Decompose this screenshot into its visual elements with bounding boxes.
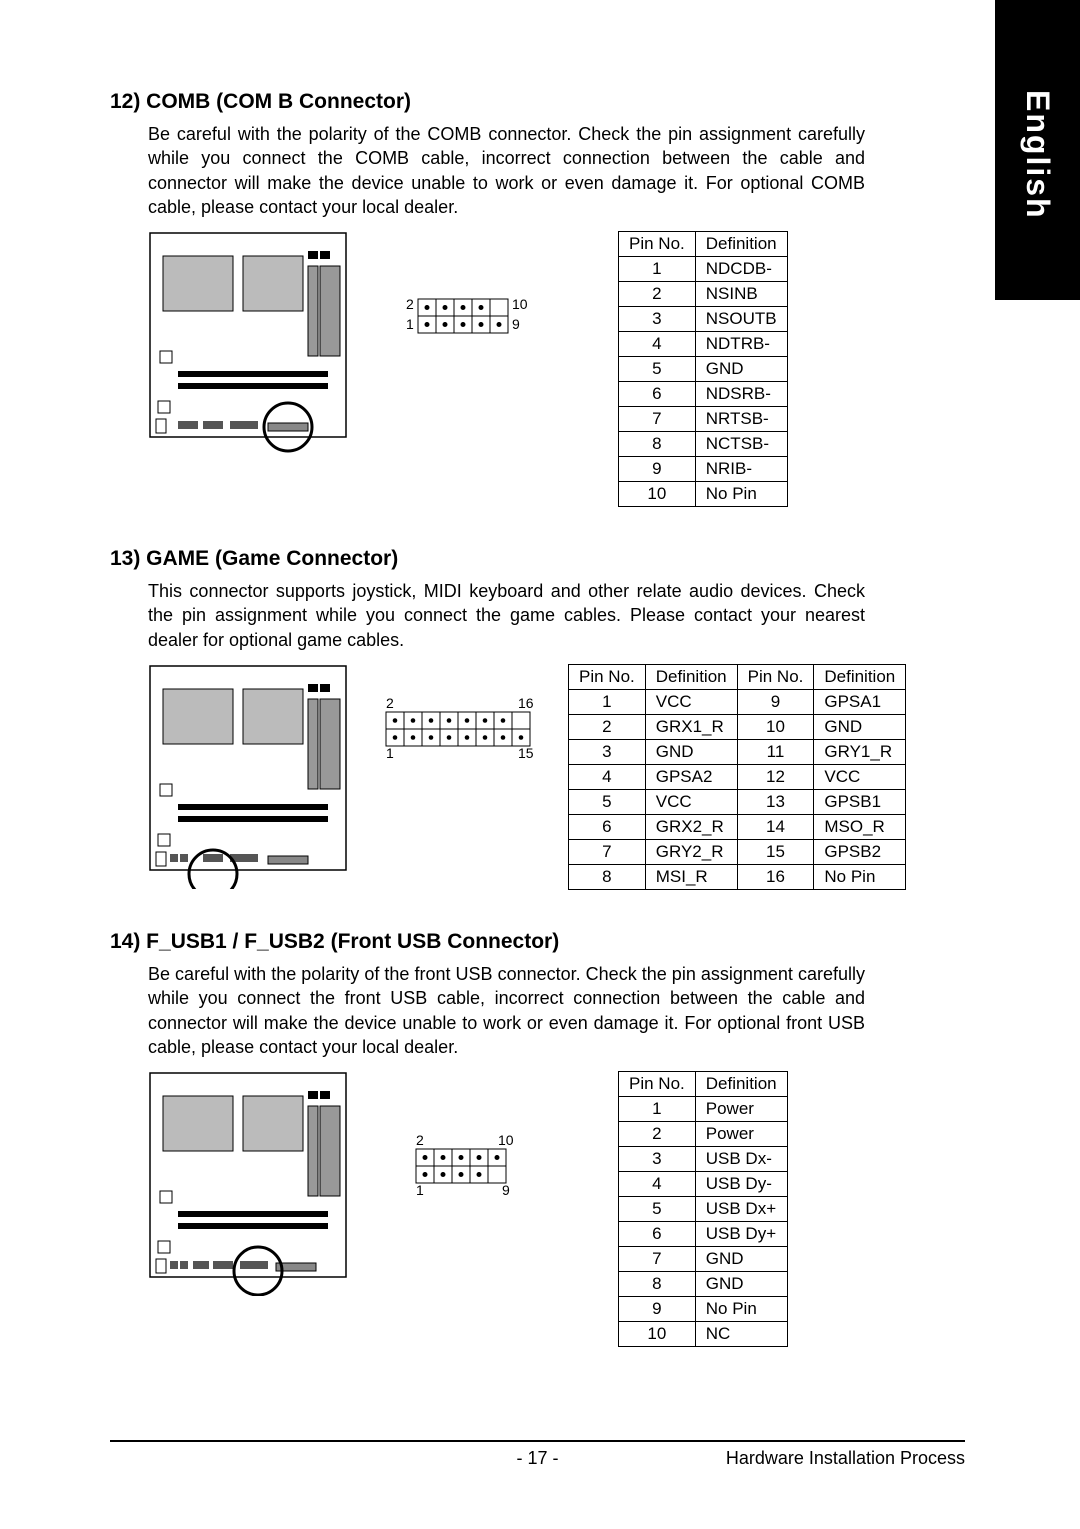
page-footer: - 17 - Hardware Installation Process [110,1440,965,1469]
svg-text:15: 15 [518,745,534,761]
section-title: 13) GAME (Game Connector) [110,547,865,571]
pin-table-12: Pin No.Definition 1NDCDB- 2NSINB 3NSOUTB… [618,231,788,507]
section-body: Be careful with the polarity of the fron… [148,962,865,1059]
page-number: - 17 - [516,1448,558,1469]
section-14: 14) F_USB1 / F_USB2 (Front USB Connector… [110,930,865,1347]
svg-text:10: 10 [512,296,528,312]
svg-text:9: 9 [502,1182,510,1198]
section-title: 14) F_USB1 / F_USB2 (Front USB Connector… [110,930,865,954]
language-tab: English [995,0,1080,300]
motherboard-diagram-icon [148,231,348,456]
pin-table-14: Pin No.Definition 1Power 2Power 3USB Dx-… [618,1071,788,1347]
svg-text:2: 2 [406,296,414,312]
pin-table-13: Pin No.Definition Pin No.Definition 1VCC… [568,664,906,890]
motherboard-diagram-icon [148,664,348,889]
svg-text:10: 10 [498,1132,514,1148]
svg-text:16: 16 [518,695,534,711]
pin-header-diagram: 2 10 1 9 [378,1131,548,1201]
section-body: This connector supports joystick, MIDI k… [148,579,865,652]
section-body: Be careful with the polarity of the COMB… [148,122,865,219]
svg-text:9: 9 [512,316,520,332]
page-content: 12) COMB (COM B Connector) Be careful wi… [0,0,965,1427]
pin-header-diagram: 2 16 1 15 [378,694,538,764]
language-tab-label: English [1019,90,1056,220]
svg-text:2: 2 [416,1132,424,1148]
section-12: 12) COMB (COM B Connector) Be careful wi… [110,90,865,507]
svg-text:1: 1 [406,316,414,332]
svg-text:1: 1 [416,1182,424,1198]
section-13: 13) GAME (Game Connector) This connector… [110,547,865,890]
footer-right: Hardware Installation Process [726,1448,965,1469]
section-row: 2 16 1 15 [148,664,865,890]
section-row: 2 1 10 9 [148,231,865,507]
pin-header-diagram: 2 1 10 9 [378,291,548,341]
motherboard-diagram-icon [148,1071,348,1296]
section-row: 2 10 1 9 [148,1071,865,1347]
svg-text:2: 2 [386,695,394,711]
section-title: 12) COMB (COM B Connector) [110,90,865,114]
svg-text:1: 1 [386,745,394,761]
